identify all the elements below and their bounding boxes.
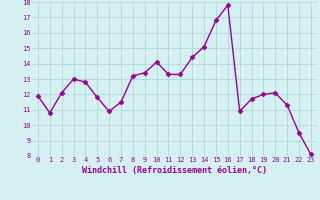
X-axis label: Windchill (Refroidissement éolien,°C): Windchill (Refroidissement éolien,°C) [82,166,267,175]
